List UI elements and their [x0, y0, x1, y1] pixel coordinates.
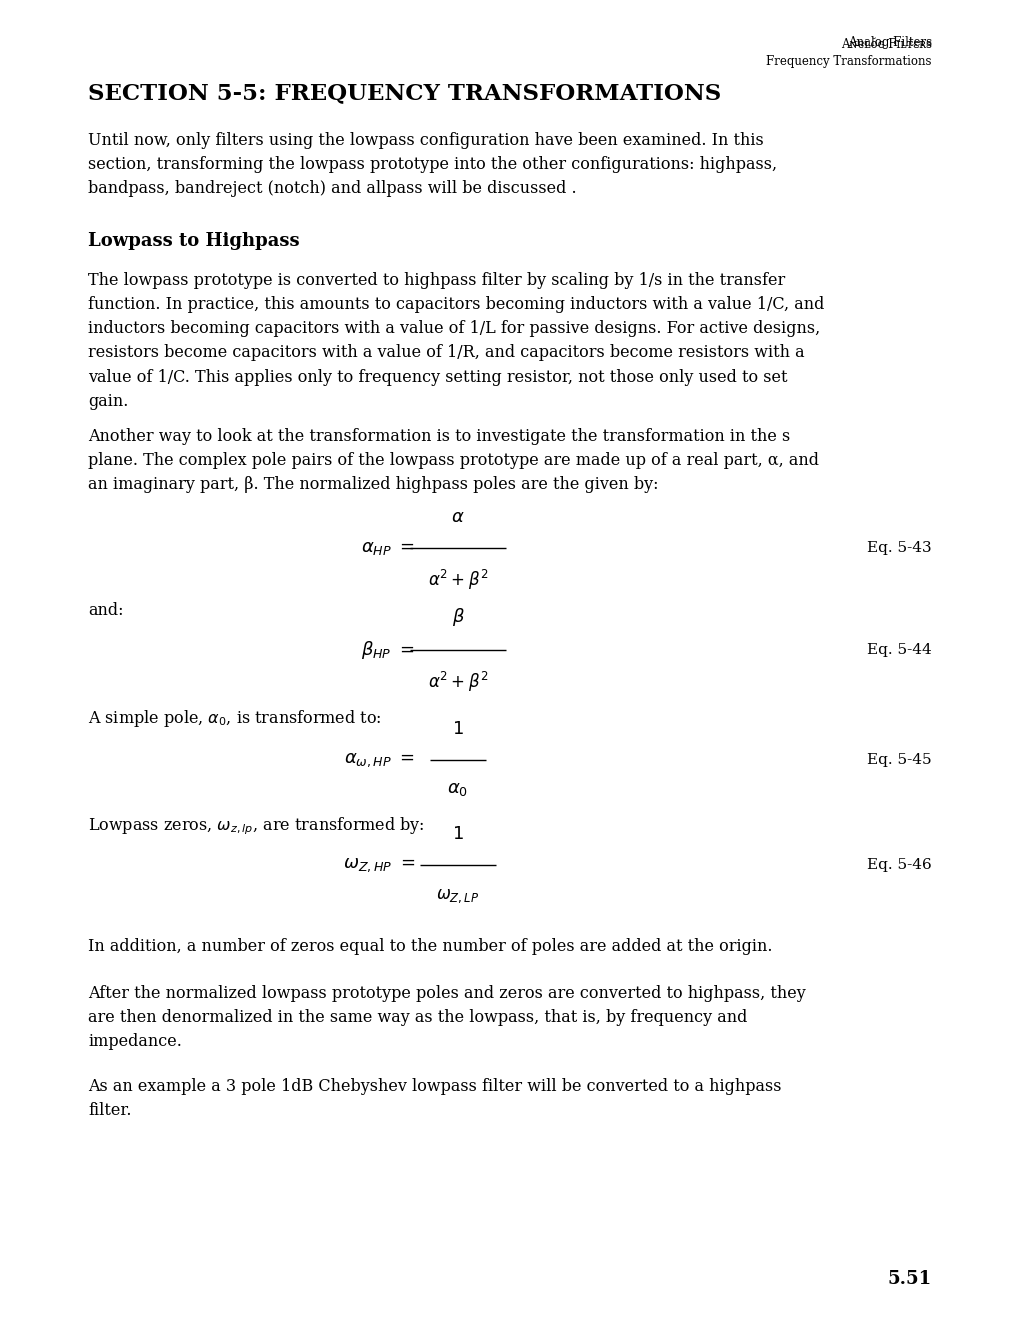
Text: $\alpha_{\omega,\mathit{HP}}$$\ =$: $\alpha_{\omega,\mathit{HP}}$$\ =$	[343, 751, 415, 770]
Text: SECTION 5-5: FREQUENCY TRANSFORMATIONS: SECTION 5-5: FREQUENCY TRANSFORMATIONS	[88, 82, 720, 104]
Text: Eq. 5-44: Eq. 5-44	[866, 643, 931, 657]
Text: Eq. 5-46: Eq. 5-46	[866, 858, 931, 873]
Text: Frequency Transformations: Frequency Transformations	[765, 55, 931, 69]
Text: $\beta_{\mathit{HP}}$$\ =$: $\beta_{\mathit{HP}}$$\ =$	[361, 639, 415, 661]
Text: $1$: $1$	[451, 719, 464, 738]
Text: Lowpass zeros, $\omega_{z,lp}$, are transformed by:: Lowpass zeros, $\omega_{z,lp}$, are tran…	[88, 814, 424, 837]
Text: The lowpass prototype is converted to highpass filter by scaling by 1/s in the t: The lowpass prototype is converted to hi…	[88, 272, 823, 409]
Text: Another way to look at the transformation is to investigate the transformation i: Another way to look at the transformatio…	[88, 428, 818, 494]
Text: A simple pole, $\alpha_{0}$, is transformed to:: A simple pole, $\alpha_{0}$, is transfor…	[88, 708, 381, 729]
Text: Lowpass to Highpass: Lowpass to Highpass	[88, 232, 300, 249]
Text: $\alpha^{2}+\beta^{2}$: $\alpha^{2}+\beta^{2}$	[427, 568, 488, 593]
Text: 5.51: 5.51	[887, 1270, 931, 1288]
Text: $\omega_{Z,LP}$: $\omega_{Z,LP}$	[436, 887, 479, 904]
Text: and:: and:	[88, 602, 123, 619]
Text: Eq. 5-43: Eq. 5-43	[866, 541, 931, 554]
Text: Analog Filters: Analog Filters	[847, 36, 931, 49]
Text: Aɴɐʟŏɢ Fɪʟтɛʀѕ: Aɴɐʟŏɢ Fɪʟтɛʀѕ	[841, 38, 931, 51]
Text: $\omega_{Z,HP}$$\ =$: $\omega_{Z,HP}$$\ =$	[342, 855, 415, 874]
Text: $\alpha$: $\alpha$	[450, 508, 465, 525]
Text: $\alpha^{2}+\beta^{2}$: $\alpha^{2}+\beta^{2}$	[427, 671, 488, 694]
Text: Eq. 5-45: Eq. 5-45	[866, 752, 931, 767]
Text: After the normalized lowpass prototype poles and zeros are converted to highpass: After the normalized lowpass prototype p…	[88, 985, 805, 1051]
Text: $\alpha_{0}$: $\alpha_{0}$	[447, 780, 468, 799]
Text: In addition, a number of zeros equal to the number of poles are added at the ori: In addition, a number of zeros equal to …	[88, 939, 771, 954]
Text: $\alpha_{\mathit{HP}}$$\ =$: $\alpha_{\mathit{HP}}$$\ =$	[361, 539, 415, 557]
Text: Until now, only filters using the lowpass configuration have been examined. In t: Until now, only filters using the lowpas…	[88, 132, 776, 197]
Text: As an example a 3 pole 1dB Chebyshev lowpass filter will be converted to a highp: As an example a 3 pole 1dB Chebyshev low…	[88, 1078, 781, 1119]
Text: $\beta$: $\beta$	[451, 606, 464, 628]
Text: $1$: $1$	[451, 825, 464, 843]
